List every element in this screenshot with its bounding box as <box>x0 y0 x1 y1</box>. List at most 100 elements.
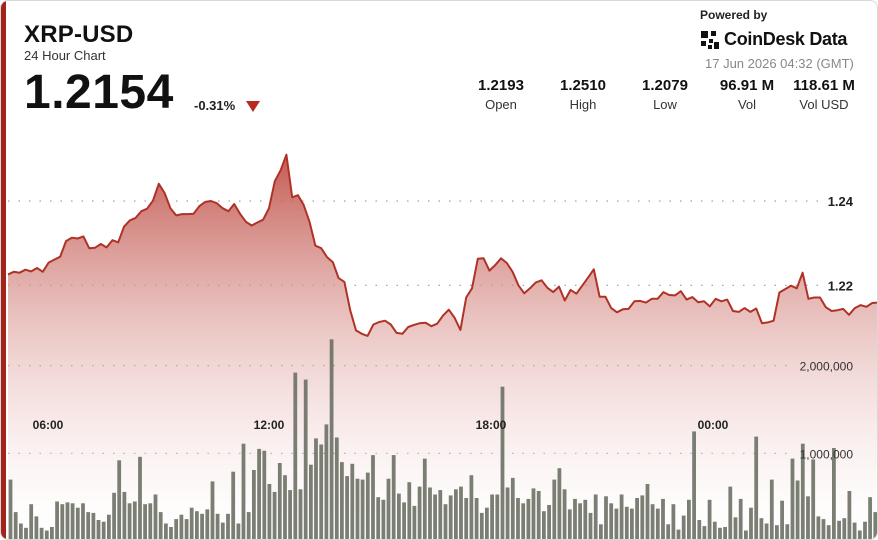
volume-bar <box>39 527 44 539</box>
volume-bar <box>438 490 443 539</box>
volume-bar <box>391 455 396 539</box>
volume-bar <box>749 507 753 539</box>
volume-bar <box>70 503 75 539</box>
volume-bar <box>754 436 759 539</box>
volume-bar <box>707 499 712 539</box>
volume-bar <box>138 456 142 539</box>
volume-bar <box>635 498 639 539</box>
time-tick-label: 00:00 <box>698 418 729 432</box>
volume-bar <box>158 512 163 539</box>
volume-bar <box>723 527 727 539</box>
volume-bar <box>365 472 370 539</box>
volume-bar <box>24 527 28 539</box>
stat-open: 1.2193 Open <box>456 77 546 112</box>
volume-bar <box>107 514 111 539</box>
accent-bar <box>1 1 6 539</box>
volume-bar <box>521 503 526 539</box>
volume-bar <box>314 438 318 539</box>
volume-bar <box>847 491 852 539</box>
volume-bar <box>816 516 821 539</box>
volume-bar <box>510 477 515 539</box>
time-tick-label: 12:00 <box>254 418 285 432</box>
volume-bar <box>526 498 531 539</box>
volume-bar <box>277 463 282 539</box>
stat-vol: 96.91 M Vol <box>702 77 792 112</box>
volume-bar <box>44 530 49 539</box>
volume-bar <box>34 516 39 539</box>
timestamp: 17 Jun 2026 04:32 (GMT) <box>705 56 854 71</box>
volume-bar <box>552 479 557 539</box>
volume-bar <box>91 512 96 539</box>
volume-bar <box>780 500 784 539</box>
volume-bar <box>81 503 85 539</box>
volume-bar <box>500 386 505 539</box>
volume-bar <box>744 530 748 539</box>
volume-bar <box>619 494 624 539</box>
volume-bar <box>567 509 572 539</box>
volume-bar <box>562 489 567 539</box>
volume-bar <box>381 499 386 539</box>
volume-bar <box>490 494 494 539</box>
volume-bar <box>153 494 158 539</box>
volume-bar <box>189 507 194 539</box>
stat-vol-label: Vol <box>737 97 757 112</box>
volume-bar <box>179 514 184 539</box>
volume-bar <box>599 524 603 539</box>
stat-vol-usd-label: Vol USD <box>799 97 849 112</box>
volume-bar <box>13 512 18 539</box>
volume-bar <box>355 478 360 539</box>
volume-bar <box>536 491 541 539</box>
time-tick-label: 06:00 <box>33 418 64 432</box>
stat-vol-value: 96.91 M <box>719 77 775 94</box>
stat-high-value: 1.2510 <box>560 77 606 94</box>
volume-bar <box>738 498 743 539</box>
volume-bar <box>386 478 391 539</box>
powered-by-label: Powered by <box>700 8 768 22</box>
stat-high: 1.2510 High <box>538 77 628 112</box>
volume-bar <box>164 523 168 539</box>
volume-bar <box>319 444 324 539</box>
volume-bar <box>697 520 702 539</box>
price-tick-label: 1.24 <box>828 194 854 209</box>
volume-bar <box>624 506 629 539</box>
stat-open-label: Open <box>485 97 517 112</box>
pair-title: XRP-USD <box>24 21 134 48</box>
volume-bar <box>448 495 453 539</box>
volume-bar <box>29 504 34 539</box>
volume-bar <box>402 502 406 539</box>
volume-bar <box>241 443 246 539</box>
volume-bar <box>573 498 577 539</box>
volume-bar <box>443 504 448 539</box>
volume-bar <box>516 498 520 539</box>
volume-bar <box>101 521 106 539</box>
volume-bar <box>205 509 210 539</box>
down-triangle-icon <box>246 101 260 112</box>
volume-bar <box>371 455 375 539</box>
volume-bar <box>65 502 70 539</box>
chart-subtitle: 24 Hour Chart <box>24 48 106 63</box>
volume-bar <box>661 498 665 539</box>
volume-bar <box>811 459 816 539</box>
volume-bar <box>283 475 287 539</box>
volume-bar <box>547 505 551 539</box>
volume-bar <box>630 508 634 539</box>
volume-bar <box>220 522 225 539</box>
volume-bar <box>692 431 696 539</box>
volume-bar <box>422 458 427 539</box>
volume-bar <box>671 504 676 539</box>
volume-bar <box>645 484 650 539</box>
volume-bar <box>293 372 298 539</box>
volume-bar <box>195 511 199 539</box>
volume-bar <box>785 524 790 539</box>
volume-bar <box>640 495 645 539</box>
volume-bar <box>604 496 608 539</box>
volume-bar <box>122 491 127 539</box>
stat-high-label: High <box>569 97 597 112</box>
volume-tick-label: 2,000,000 <box>800 360 854 374</box>
volume-bar <box>257 448 261 539</box>
stat-low-value: 1.2079 <box>642 77 688 94</box>
volume-bar <box>412 505 417 539</box>
volume-bar <box>588 512 593 539</box>
volume-bar <box>666 524 671 539</box>
brand-logo[interactable]: CoinDesk Data <box>700 29 847 50</box>
